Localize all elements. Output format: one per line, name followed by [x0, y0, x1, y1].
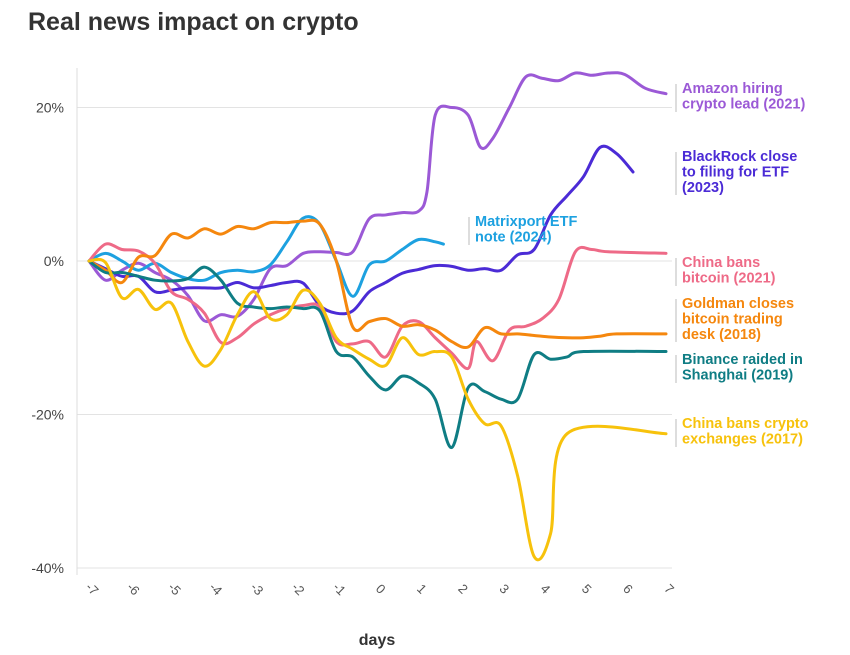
- x-tick-label: -4: [206, 579, 225, 598]
- series-label-group: BlackRock close to filing for ETF (2023): [675, 149, 797, 196]
- series-label-line: Matrixport ETF: [475, 214, 577, 230]
- x-tick-label: 1: [414, 581, 430, 597]
- chart-title: Real news impact on crypto: [28, 8, 359, 36]
- series-label-group: Goldman closes bitcoin trading desk (2018): [675, 296, 794, 343]
- x-tick-label: 6: [620, 581, 636, 597]
- series-label: Binance raided in Shanghai (2019): [682, 352, 803, 384]
- series-label-line: note (2024): [475, 230, 552, 246]
- x-tick-label: 4: [538, 581, 554, 597]
- series-label: Goldman closes bitcoin trading desk (2018): [682, 296, 794, 343]
- series-line: [87, 215, 445, 298]
- series-labels: Amazon hiring crypto lead (2021) BlackRock…: [468, 81, 809, 448]
- series-label-group: Amazon hiring crypto lead (2021): [675, 81, 805, 113]
- x-tick-label: 0: [373, 581, 389, 597]
- y-tick-label: 0%: [44, 253, 64, 269]
- series-label-line: Goldman closes: [682, 296, 794, 312]
- series-label: China bans crypto exchanges (2017): [682, 416, 809, 448]
- series-label: BlackRock close to filing for ETF (2023): [682, 149, 797, 196]
- x-tick-label: -1: [330, 579, 349, 598]
- x-axis-title: days: [359, 632, 396, 649]
- series-label-line: bitcoin trading: [682, 312, 783, 328]
- x-tick-label: -6: [124, 579, 143, 598]
- x-tick-label: -7: [83, 579, 102, 598]
- series-label-group: China bans bitcoin (2021): [675, 255, 776, 287]
- series-label: Matrixport ETF note (2024): [475, 214, 577, 246]
- series-line: [87, 144, 635, 316]
- x-tick-label: -5: [165, 579, 184, 598]
- series-label-line: crypto lead (2021): [682, 97, 805, 113]
- series-label: China bans bitcoin (2021): [682, 255, 776, 287]
- series-label-line: Amazon hiring: [682, 81, 783, 97]
- y-tick-label: -20%: [31, 407, 64, 423]
- series-label-line: China bans: [682, 255, 760, 271]
- series-label-line: bitcoin (2021): [682, 271, 776, 287]
- series-label-line: desk (2018): [682, 327, 761, 343]
- series-label-line: Binance raided in: [682, 352, 803, 368]
- x-tick-label: 2: [455, 581, 471, 597]
- axes: 20% 0% -20% -40% -7 -6 -5 -4 -3 -2 -1 0 1 2 3 4 5 6 7: [31, 68, 677, 598]
- series-label-line: Shanghai (2019): [682, 368, 793, 384]
- series-label-line: exchanges (2017): [682, 432, 803, 448]
- series-line: [87, 257, 668, 562]
- x-tick-label: -2: [289, 579, 308, 598]
- series-label-line: BlackRock close: [682, 149, 797, 165]
- series-line: [87, 242, 668, 371]
- series-label: Amazon hiring crypto lead (2021): [682, 81, 805, 113]
- series-line: [87, 218, 668, 350]
- series-label-line: China bans crypto: [682, 416, 809, 432]
- series-label-group: China bans crypto exchanges (2017): [675, 416, 809, 448]
- x-tick-label: -3: [248, 579, 267, 598]
- x-tick-label: 7: [661, 581, 677, 597]
- y-tick-label: 20%: [36, 100, 64, 116]
- series-label-group: Binance raided in Shanghai (2019): [675, 352, 803, 384]
- series-label-line: (2023): [682, 180, 724, 196]
- series-line: [87, 259, 668, 450]
- y-tick-label: -40%: [31, 560, 64, 576]
- series-lines: [87, 71, 668, 562]
- series-line: [87, 71, 668, 324]
- series-label-group: Matrixport ETF note (2024): [468, 214, 577, 246]
- x-tick-label: 5: [579, 581, 595, 597]
- series-label-line: to filing for ETF: [682, 165, 789, 181]
- x-tick-label: 3: [496, 581, 512, 597]
